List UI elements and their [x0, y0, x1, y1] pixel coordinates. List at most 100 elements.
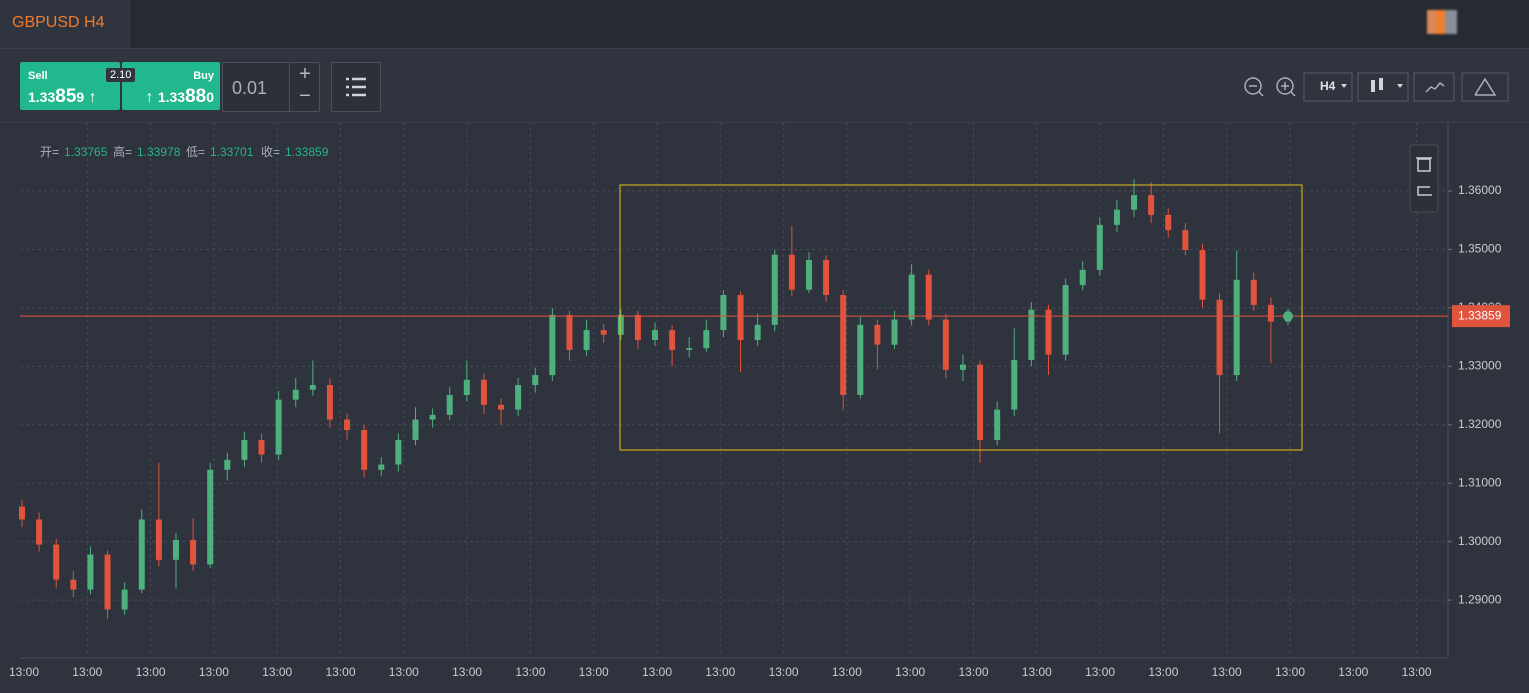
x-tick-label: 13:00: [136, 665, 166, 679]
candle-body: [805, 259, 812, 290]
candle-body: [942, 319, 949, 370]
ohlc-label: 低=: [186, 145, 205, 159]
candle-body: [583, 330, 590, 350]
candle-body: [840, 295, 847, 395]
candle-body: [532, 375, 539, 386]
candle-body: [515, 385, 522, 410]
candle-body: [224, 459, 231, 470]
candle-body: [788, 254, 795, 290]
candle-body: [908, 274, 915, 320]
x-tick-label: 13:00: [1275, 665, 1305, 679]
candle-body: [669, 330, 676, 350]
candle-body: [771, 254, 778, 325]
x-tick-label: 13:00: [1338, 665, 1368, 679]
drawn-rectangle[interactable]: [619, 184, 1303, 451]
candle-body: [1250, 279, 1257, 305]
candle-body: [891, 319, 898, 345]
candle-body: [959, 364, 966, 370]
y-tick-label: 1.29000: [1458, 592, 1502, 606]
drawing-tools: [1409, 144, 1439, 213]
buy-button[interactable]: Buy ↑ 1.33880: [122, 62, 220, 110]
candle-body: [549, 314, 556, 376]
x-tick-label: 13:00: [642, 665, 672, 679]
chart-area: [0, 122, 1529, 693]
candle-body: [1148, 195, 1155, 215]
candle-body: [172, 539, 179, 560]
buy-label: Buy: [193, 70, 214, 82]
candle-body: [600, 330, 607, 335]
x-tick-label: 13:00: [1148, 665, 1178, 679]
candle-body: [138, 519, 145, 590]
y-tick-label: 1.35000: [1458, 242, 1502, 256]
chart-tools: H4: [1244, 72, 1509, 102]
x-tick-label: 13:00: [1085, 665, 1115, 679]
x-tick-label: 13:00: [389, 665, 419, 679]
y-tick-label: 1.33000: [1458, 358, 1502, 372]
candle-body: [190, 539, 197, 565]
last-price-dot: [1283, 311, 1293, 322]
avatar: [1427, 10, 1457, 34]
candle-body: [498, 404, 505, 410]
candle-body: [361, 430, 368, 470]
x-tick-label: 13:00: [769, 665, 799, 679]
candle-body: [566, 314, 573, 350]
price-part: 0: [206, 89, 214, 105]
timeframe[interactable]: H4: [1320, 79, 1336, 93]
candle-body: [686, 348, 693, 350]
candle-body: [412, 419, 419, 440]
candle-body: [1182, 230, 1189, 251]
candle-body: [874, 324, 881, 345]
last-price-tag: [1452, 305, 1510, 328]
candle-body: [480, 379, 487, 405]
lot-value: 0.01: [232, 78, 268, 98]
candle-body: [429, 414, 436, 420]
candle-body: [1267, 304, 1274, 322]
candle-body: [1096, 224, 1103, 270]
ohlc-label: 开=: [40, 145, 59, 159]
top-bar: GBPUSD H4: [0, 0, 1529, 49]
candle-body: [617, 314, 624, 335]
menu-button[interactable]: [331, 62, 381, 112]
candle-body: [70, 579, 77, 590]
price-part: 88: [185, 86, 207, 107]
x-tick-label: 13:00: [452, 665, 482, 679]
ohlc-label: 收=: [261, 145, 280, 159]
sell-label: Sell: [28, 70, 48, 82]
candle-body: [378, 464, 385, 470]
x-tick-label: 13:00: [1402, 665, 1432, 679]
x-tick-label: 13:00: [9, 665, 39, 679]
lot-stepper[interactable]: + −: [289, 63, 320, 111]
x-tick-label: 13:00: [958, 665, 988, 679]
candle-body: [977, 364, 984, 440]
candle-body: [121, 589, 128, 610]
candle-body: [994, 409, 1001, 440]
candle-body: [463, 379, 470, 395]
lot-input[interactable]: 0.01 + −: [222, 62, 320, 112]
candle-body: [1131, 195, 1138, 210]
spread: 2.10: [106, 68, 136, 82]
candle-body: [652, 330, 658, 341]
symbol-tab[interactable]: GBPUSD H4: [0, 0, 130, 48]
y-tick-label: 1.36000: [1458, 183, 1502, 197]
candle-body: [754, 324, 761, 341]
x-tick-label: 13:00: [832, 665, 862, 679]
x-tick-label: 13:00: [72, 665, 102, 679]
candle-body: [446, 394, 453, 415]
candle-body: [1216, 299, 1223, 376]
sell-button[interactable]: Sell 1.33859 ↑: [20, 62, 120, 110]
candle-body: [36, 519, 43, 545]
candle-body: [19, 506, 25, 520]
sell-price: 1.33859 ↑: [28, 86, 97, 107]
ohlc-value: 1.33765: [64, 145, 108, 159]
price-part: 1.33: [28, 89, 56, 105]
menu-icon: [346, 77, 366, 97]
ohlc-value: 1.33978: [137, 145, 181, 159]
candle-body: [53, 544, 60, 580]
candle-body: [720, 295, 727, 331]
x-tick-label: 13:00: [579, 665, 609, 679]
candle-body: [857, 324, 864, 395]
ohlc-value: 1.33859: [285, 145, 329, 159]
buy-price: ↑ 1.33880: [145, 86, 214, 107]
